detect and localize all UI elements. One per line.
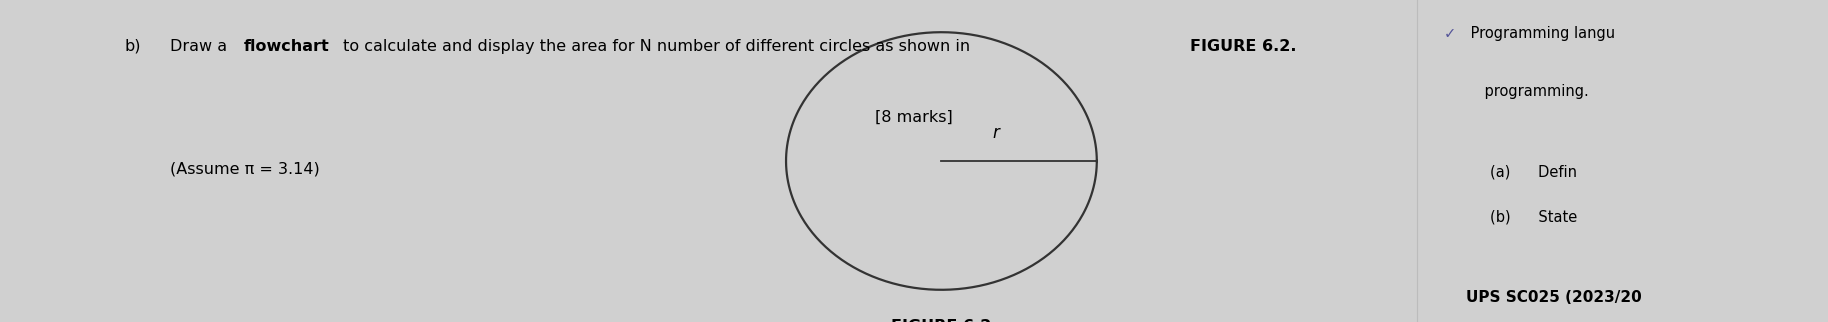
Text: programming.: programming. [1466,84,1589,99]
Text: FIGURE 6.2: FIGURE 6.2 [892,319,991,322]
Text: to calculate and display the area for N number of different circles as shown in: to calculate and display the area for N … [338,39,976,54]
Text: (b)      State: (b) State [1490,209,1578,224]
Text: Draw a: Draw a [170,39,232,54]
Text: (a)      Defin: (a) Defin [1490,164,1578,179]
Text: (Assume π = 3.14): (Assume π = 3.14) [170,161,320,176]
Text: FIGURE 6.2.: FIGURE 6.2. [1190,39,1296,54]
Text: [8 marks]: [8 marks] [876,109,952,125]
Text: Programming langu: Programming langu [1466,26,1616,41]
Text: r: r [993,124,1000,142]
Text: b): b) [124,39,141,54]
Text: flowchart: flowchart [243,39,329,54]
Text: ✓: ✓ [1444,26,1457,41]
Text: UPS SC025 (2023/20: UPS SC025 (2023/20 [1466,290,1642,305]
